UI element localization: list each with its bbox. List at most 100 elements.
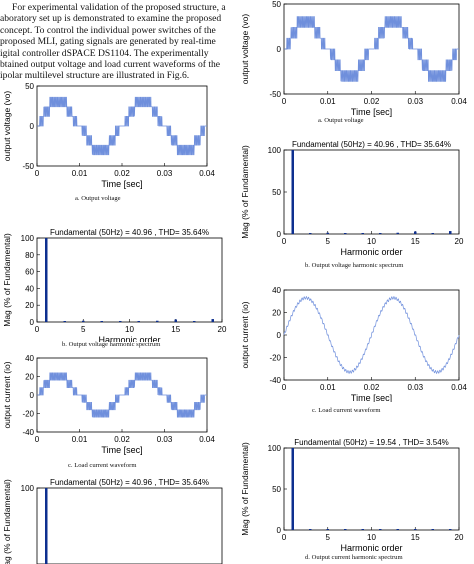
plot-frame xyxy=(36,237,223,323)
y-tick-label: 60 xyxy=(25,268,34,277)
harmonic-bar xyxy=(344,529,347,530)
harmonic-bar xyxy=(174,319,177,322)
paragraph-line: btained output voltage and load current … xyxy=(0,59,221,71)
harmonic-bar xyxy=(344,233,347,234)
y-tick-label: 40 xyxy=(25,284,34,293)
x-tick-label: 20 xyxy=(455,237,464,246)
x-tick-label: 0 xyxy=(282,97,287,106)
x-tick-label: 10 xyxy=(125,325,134,334)
y-axis-label: output current (io) xyxy=(240,301,250,368)
harmonic-bar xyxy=(449,529,452,530)
y-tick-label: 0 xyxy=(30,122,35,131)
y-tick-label: 100 xyxy=(268,146,282,155)
x-axis-label: Harmonic order xyxy=(340,247,402,257)
harmonic-bar xyxy=(414,529,417,530)
harmonic-bar xyxy=(193,320,196,322)
y-tick-label: 40 xyxy=(272,286,281,295)
plot-frame xyxy=(36,487,223,564)
chart-title: Fundamental (50Hz) = 19.54 , THD= 3.54% xyxy=(294,438,449,447)
caption-left-b: b. Output voltage harmonic spectrum xyxy=(62,341,161,348)
harmonic-bar xyxy=(431,529,434,530)
harmonic-bar xyxy=(361,232,364,234)
y-tick-label: 50 xyxy=(272,485,281,494)
y-tick-label: -20 xyxy=(22,410,34,419)
y-tick-label: 100 xyxy=(21,484,35,493)
plot-frame xyxy=(283,447,460,531)
harmonic-bar xyxy=(137,321,140,322)
y-tick-label: 20 xyxy=(25,373,34,382)
paragraph-line: concept. To control the individual power… xyxy=(0,24,216,36)
x-axis-label: Time [sec] xyxy=(101,445,142,455)
caption-right-b: b. Output voltage harmonic spectrum xyxy=(305,262,404,269)
y-tick-label: 40 xyxy=(25,354,34,363)
x-tick-label: 0.02 xyxy=(364,383,380,392)
y-tick-label: 50 xyxy=(272,188,281,197)
paragraph-line: For experimental validation of the propo… xyxy=(12,2,226,13)
x-tick-label: 0.03 xyxy=(157,169,173,178)
y-tick-label: -50 xyxy=(22,162,34,171)
harmonic-bar xyxy=(291,150,294,234)
x-tick-label: 20 xyxy=(218,325,227,334)
waveform-trace xyxy=(283,296,460,374)
waveform-trace xyxy=(37,372,207,418)
left-load-current-plot: -40 -20 0 20 40 0 0.01 0.02 0.03 0.04 Time [sec] ou… xyxy=(2,354,215,455)
x-tick-label: 10 xyxy=(367,237,376,246)
harmonic-bar xyxy=(379,529,382,530)
y-tick-label: 20 xyxy=(272,309,281,318)
right-voltage-spectrum-plot: Fundamental (50Hz) = 40.96 , THD= 35.64%… xyxy=(240,140,464,257)
harmonic-bar xyxy=(396,232,399,234)
y-tick-label: -50 xyxy=(269,90,281,99)
x-tick-label: 0 xyxy=(282,533,287,542)
caption-left-c: c. Load current waveform xyxy=(68,462,137,469)
y-tick-label: 0 xyxy=(30,318,35,327)
y-tick-label: -40 xyxy=(22,428,34,437)
y-tick-label: 0 xyxy=(277,45,282,54)
x-tick-label: 0.02 xyxy=(114,169,130,178)
waveform-trace xyxy=(284,16,459,82)
harmonic-bar xyxy=(82,320,85,322)
x-tick-label: 0.04 xyxy=(199,169,215,178)
y-tick-label: 0 xyxy=(277,230,282,239)
y-axis-label: Mag (% of Fundamental) xyxy=(2,233,12,327)
harmonic-bar xyxy=(119,320,122,322)
y-tick-label: 0 xyxy=(277,331,282,340)
chart-title: Fundamental (50Hz) = 40.96 , THD= 35.64% xyxy=(292,140,451,149)
x-tick-label: 15 xyxy=(171,325,180,334)
x-tick-label: 0.01 xyxy=(72,169,88,178)
y-axis-label: Mag (% of Fundamental) xyxy=(240,442,250,536)
harmonic-bar xyxy=(326,232,329,234)
y-tick-label: 20 xyxy=(25,301,34,310)
caption-right-d: d. Output current harmonic spectrum xyxy=(305,554,403,561)
waveform-trace xyxy=(37,96,207,156)
chart-title: Fundamental (50Hz) = 40.96 , THD= 35.64% xyxy=(50,228,209,237)
x-tick-label: 20 xyxy=(455,533,464,542)
y-tick-label: 0 xyxy=(277,526,282,535)
y-tick-label: -20 xyxy=(269,354,281,363)
paragraph-line: ipolar multilevel structure are illustra… xyxy=(0,70,190,82)
x-tick-label: 5 xyxy=(326,533,331,542)
y-tick-label: 0 xyxy=(30,391,35,400)
harmonic-bar xyxy=(396,529,399,530)
right-current-spectrum-plot: Fundamental (50Hz) = 19.54 , THD= 3.54% 0… xyxy=(240,438,464,553)
y-axis-label: output voltage (vo) xyxy=(240,14,250,85)
y-tick-label: -40 xyxy=(269,376,281,385)
x-tick-label: 0.04 xyxy=(451,97,467,106)
x-tick-label: 15 xyxy=(411,533,420,542)
paragraph-line: igital controller dSPACE DS1104. The exp… xyxy=(0,47,209,59)
x-axis-label: Harmonic order xyxy=(98,335,160,342)
harmonic-bar xyxy=(291,448,294,530)
y-tick-label: 50 xyxy=(272,0,281,9)
x-tick-label: 0.04 xyxy=(451,383,467,392)
harmonic-bar xyxy=(309,233,312,234)
y-tick-label: 100 xyxy=(21,234,35,243)
x-tick-label: 5 xyxy=(81,325,86,334)
caption-right-c: c. Load current waveform xyxy=(312,407,381,414)
caption-left-a: a. Output voltage xyxy=(75,195,121,202)
x-tick-label: 0.01 xyxy=(320,97,336,106)
y-axis-label: Mag (% of Fundamental) xyxy=(2,479,12,564)
harmonic-bar xyxy=(63,321,66,322)
harmonic-bar xyxy=(156,320,159,322)
x-axis-label: Time [sec] xyxy=(101,179,142,189)
